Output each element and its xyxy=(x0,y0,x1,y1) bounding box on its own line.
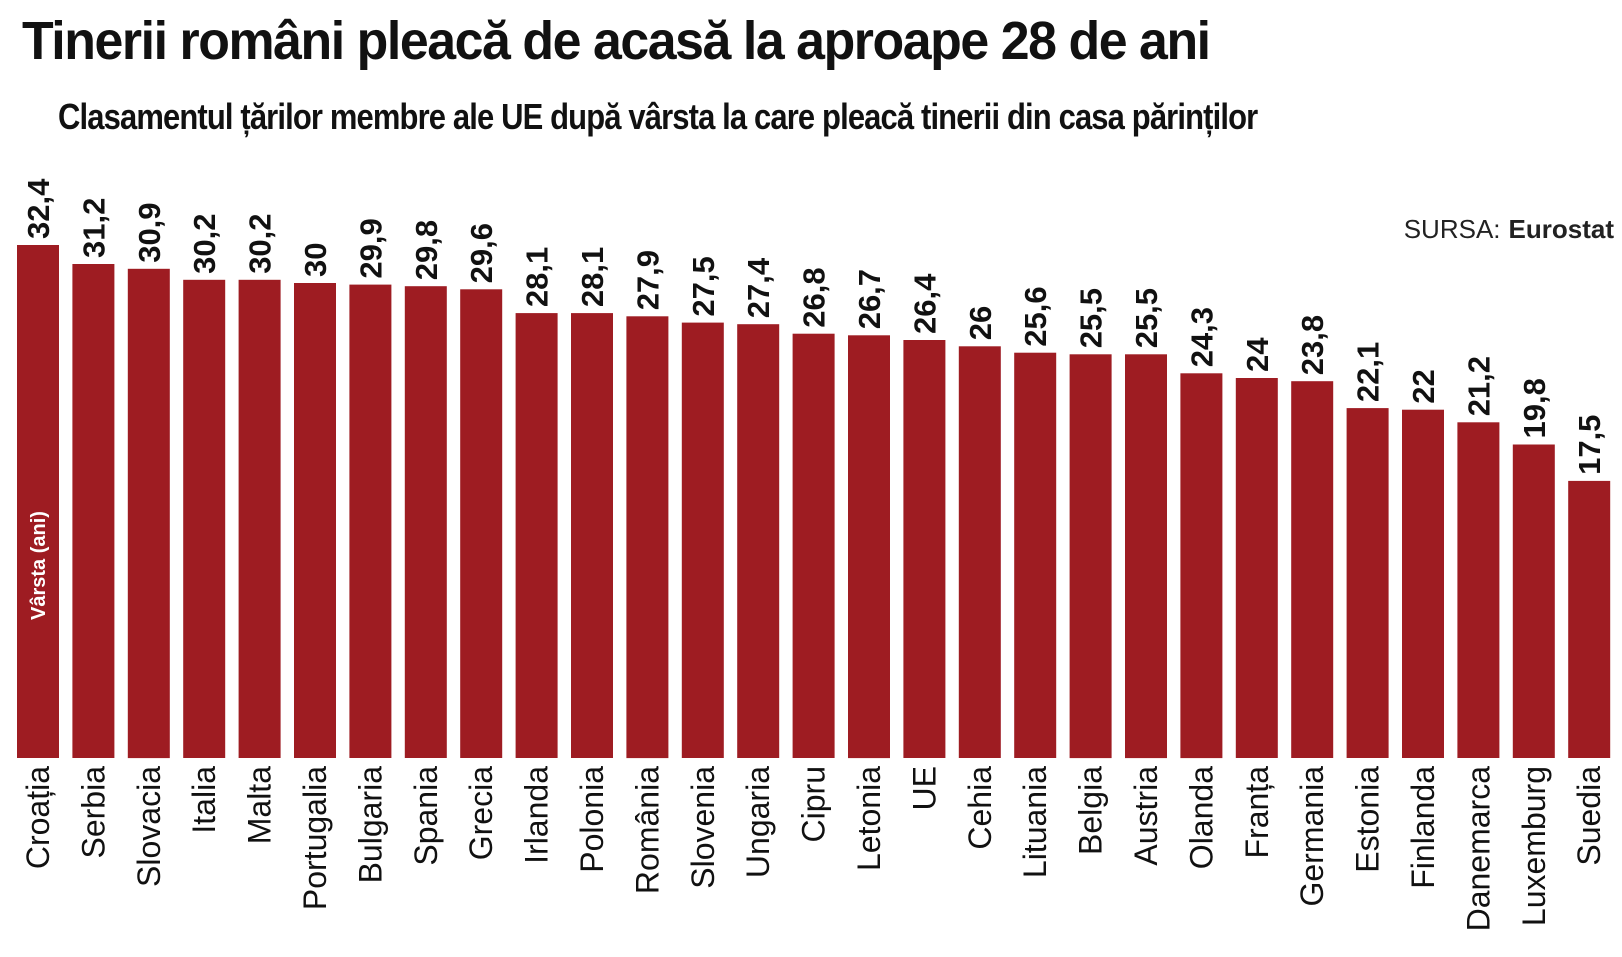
y-axis-label: Vârsta (ani) xyxy=(28,511,50,620)
category-label-7: Spania xyxy=(408,766,444,866)
value-label-3: 30,2 xyxy=(187,213,222,273)
value-label-0: 32,4 xyxy=(21,178,56,239)
value-label-8: 29,6 xyxy=(464,223,499,283)
value-label-10: 28,1 xyxy=(575,247,610,307)
bar-26 xyxy=(1457,422,1500,758)
bar-21 xyxy=(1180,373,1223,759)
bar-22 xyxy=(1235,378,1278,758)
category-label-11: România xyxy=(629,766,665,894)
bar-24 xyxy=(1346,408,1389,758)
chart-title: Tinerii români pleacă de acasă la aproap… xyxy=(22,11,1211,71)
category-label-13: Ungaria xyxy=(740,766,776,878)
source-note: SURSA: Eurostat xyxy=(1404,214,1614,245)
bar-2 xyxy=(127,268,170,759)
bar-25 xyxy=(1402,409,1444,758)
category-label-3: Italia xyxy=(186,766,222,834)
value-label-11: 27,9 xyxy=(630,250,665,310)
value-label-22: 24 xyxy=(1240,337,1275,372)
bar-6 xyxy=(349,284,392,758)
category-label-6: Bulgaria xyxy=(352,766,388,884)
value-label-2: 30,9 xyxy=(132,202,167,262)
value-label-1: 31,2 xyxy=(76,198,111,258)
category-label-24: Estonia xyxy=(1350,766,1386,873)
bar-18 xyxy=(1014,352,1057,758)
category-label-15: Letonia xyxy=(851,766,887,871)
category-label-22: Franța xyxy=(1239,766,1275,859)
value-label-6: 29,9 xyxy=(353,218,388,278)
value-label-12: 27,5 xyxy=(686,256,721,316)
bar-7 xyxy=(404,286,447,758)
value-label-15: 26,7 xyxy=(852,269,887,329)
bar-3 xyxy=(183,279,226,758)
bar-15 xyxy=(848,335,890,759)
value-label-26: 21,2 xyxy=(1461,356,1496,416)
value-label-9: 28,1 xyxy=(520,247,555,307)
bar-0 xyxy=(17,245,59,758)
value-label-28: 17,5 xyxy=(1572,415,1607,475)
category-label-9: Irlanda xyxy=(519,766,555,864)
bar-5 xyxy=(294,283,336,758)
bar-13 xyxy=(737,324,780,758)
bar-23 xyxy=(1291,381,1334,758)
bar-17 xyxy=(958,346,1001,758)
category-label-27: Luxemburg xyxy=(1516,766,1552,926)
value-label-4: 30,2 xyxy=(243,213,278,273)
value-label-25: 22 xyxy=(1406,369,1441,403)
value-label-20: 25,5 xyxy=(1129,288,1164,348)
source-value: Eurostat xyxy=(1508,214,1614,244)
category-label-20: Austria xyxy=(1128,766,1164,866)
bar-16 xyxy=(903,340,946,758)
value-label-7: 29,8 xyxy=(409,220,444,280)
value-label-24: 22,1 xyxy=(1351,342,1386,402)
category-label-1: Serbia xyxy=(75,766,111,859)
category-label-12: Slovenia xyxy=(685,766,721,889)
bar-11 xyxy=(626,316,669,759)
bar-10 xyxy=(571,313,613,758)
category-label-21: Olanda xyxy=(1183,766,1219,869)
category-label-10: Polonia xyxy=(574,766,610,873)
value-label-17: 26 xyxy=(963,306,998,340)
category-label-19: Belgia xyxy=(1073,766,1109,855)
bar-8 xyxy=(460,289,503,758)
category-label-8: Grecia xyxy=(463,766,499,860)
chart-subtitle: Clasamentul țărilor membre ale UE după v… xyxy=(58,96,1258,137)
value-label-14: 26,8 xyxy=(797,267,832,327)
category-labels-group: Croația Serbia Slovacia Italia Malta Portugal… xyxy=(20,766,1607,932)
category-label-23: Germania xyxy=(1294,766,1330,907)
category-label-17: Cehia xyxy=(962,766,998,850)
category-label-4: Malta xyxy=(242,766,278,844)
bar-20 xyxy=(1125,354,1167,759)
category-label-5: Portugalia xyxy=(297,766,333,910)
category-label-14: Cipru xyxy=(796,766,832,842)
category-label-2: Slovacia xyxy=(131,766,167,887)
category-label-26: Danemarca xyxy=(1460,766,1496,932)
category-label-0: Croația xyxy=(20,766,56,869)
value-label-27: 19,8 xyxy=(1517,378,1552,438)
category-label-28: Suedia xyxy=(1571,766,1607,866)
value-label-23: 23,8 xyxy=(1295,315,1330,375)
bar-27 xyxy=(1512,444,1555,758)
bar-4 xyxy=(238,279,281,758)
value-label-18: 25,6 xyxy=(1018,286,1053,346)
category-label-18: Lituania xyxy=(1017,766,1053,878)
value-label-19: 25,5 xyxy=(1074,288,1109,348)
value-label-21: 24,3 xyxy=(1184,307,1219,367)
category-label-16: UE xyxy=(906,766,942,810)
bar-19 xyxy=(1069,354,1112,759)
bar-14 xyxy=(792,333,835,758)
bar-28 xyxy=(1568,480,1611,758)
value-label-13: 27,4 xyxy=(741,257,776,318)
source-label: SURSA: xyxy=(1403,214,1501,244)
category-label-25: Finlanda xyxy=(1405,766,1441,889)
value-labels-group: 32,4 31,2 30,9 30,2 30,2 30 29,9 29,8 29,6 28,1 28… xyxy=(21,178,1607,475)
bar-9 xyxy=(515,313,558,758)
value-label-16: 26,4 xyxy=(907,273,942,334)
bar-1 xyxy=(72,264,115,758)
value-label-5: 30 xyxy=(298,243,333,277)
bar-12 xyxy=(681,322,724,758)
bars-group xyxy=(17,245,1611,759)
